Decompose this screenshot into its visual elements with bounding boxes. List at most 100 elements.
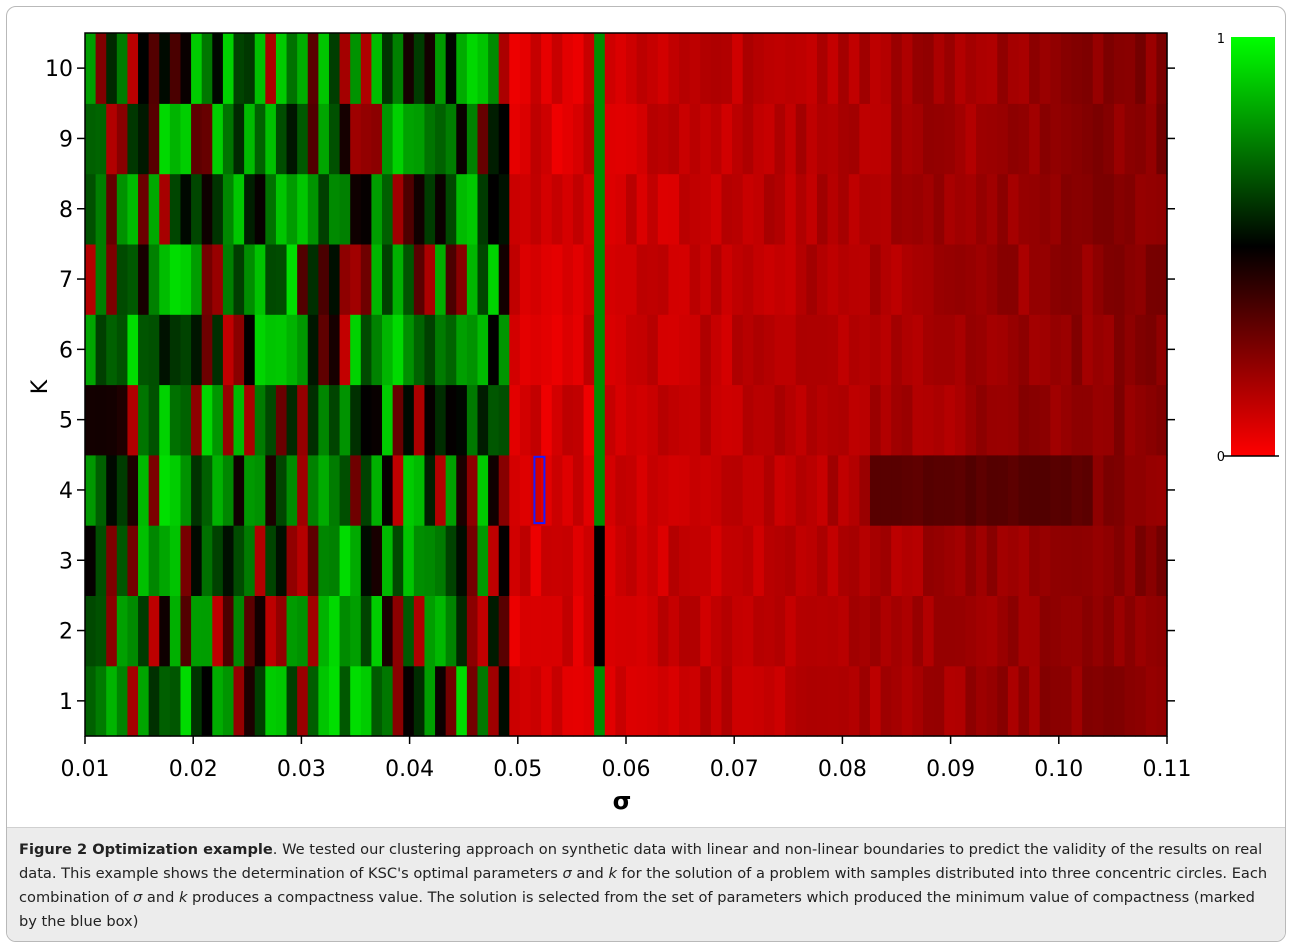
heatmap-cell [700, 454, 712, 526]
heatmap-cell [1018, 384, 1030, 456]
heatmap-cell [965, 33, 977, 104]
heatmap-cell [604, 595, 616, 667]
heatmap-cell [689, 103, 701, 175]
heatmap-cell [95, 665, 107, 737]
heatmap-cell [816, 454, 829, 526]
heatmap-cell [626, 314, 638, 386]
heatmap-cell [530, 103, 542, 175]
heatmap-cell [604, 103, 616, 175]
heatmap-cell [1092, 243, 1104, 315]
heatmap-cell [530, 665, 542, 737]
heatmap-cell [647, 33, 659, 104]
heatmap-cell [148, 243, 160, 315]
heatmap-cell [509, 103, 521, 175]
heatmap-cell [859, 525, 871, 596]
heatmap-cell [732, 665, 744, 737]
heatmap-cell [138, 243, 150, 315]
heatmap-cell [456, 33, 468, 104]
heatmap-cell [297, 384, 309, 456]
heatmap-cell [445, 525, 457, 596]
heatmap-cell [519, 173, 532, 245]
heatmap-cell [1124, 173, 1136, 245]
heatmap-cell [1135, 173, 1147, 245]
heatmap-cell [138, 314, 150, 386]
heatmap-cell [763, 314, 776, 386]
heatmap-cell [244, 384, 256, 456]
heatmap-cell [816, 173, 829, 245]
heatmap-cell [1007, 243, 1020, 315]
heatmap-cell [700, 103, 712, 175]
heatmap-cell [1029, 243, 1041, 315]
heatmap-cell [138, 384, 150, 456]
heatmap-cell [1156, 595, 1168, 667]
heatmap-cell [721, 384, 733, 456]
heatmap-cell [689, 314, 701, 386]
heatmap-cell [848, 103, 860, 175]
heatmap-cell [106, 103, 118, 175]
heatmap-cell [806, 595, 818, 667]
heatmap-cell [222, 173, 235, 245]
heatmap-cell [85, 243, 97, 315]
heatmap-cell [859, 103, 871, 175]
heatmap-cell [488, 525, 500, 596]
heatmap-cell [456, 454, 468, 526]
heatmap-cell [1007, 384, 1020, 456]
heatmap-cell [456, 103, 468, 175]
y-tick-label: 2 [59, 620, 73, 645]
heatmap-cell [604, 173, 616, 245]
heatmap-cell [997, 314, 1009, 386]
heatmap-cell [785, 314, 797, 386]
heatmap-cell [328, 33, 341, 104]
heatmap-cell [371, 103, 383, 175]
heatmap-cell [1007, 665, 1020, 737]
heatmap-cell [774, 33, 786, 104]
heatmap-cell [339, 173, 351, 245]
heatmap-cell [201, 454, 213, 526]
heatmap-cell [159, 33, 171, 104]
heatmap-cell [594, 173, 606, 245]
heatmap-cell [869, 173, 882, 245]
heatmap-cell [413, 243, 426, 315]
heatmap-cell [201, 595, 213, 667]
heatmap-cell [360, 33, 373, 104]
heatmap-cell [148, 665, 160, 737]
heatmap-cell [933, 33, 945, 104]
heatmap-cell [1050, 384, 1062, 456]
heatmap-cell [859, 454, 871, 526]
heatmap-cell [848, 173, 860, 245]
heatmap-cell [763, 103, 776, 175]
heatmap-cell [127, 103, 139, 175]
heatmap-cell [138, 454, 150, 526]
heatmap-cell [339, 384, 351, 456]
heatmap-cell [657, 173, 670, 245]
heatmap-cell [583, 314, 595, 386]
heatmap-cell [382, 33, 394, 104]
heatmap-cell [901, 33, 914, 104]
x-tick-label: 0.03 [277, 757, 326, 782]
heatmap-cell [912, 384, 924, 456]
heatmap-cell [116, 384, 129, 456]
heatmap-cell [721, 173, 733, 245]
x-tick-label: 0.08 [818, 757, 867, 782]
heatmap-cell [265, 384, 277, 456]
heatmap-cell [848, 384, 860, 456]
heatmap-cell [180, 103, 192, 175]
heatmap-cell [201, 173, 213, 245]
highlight-box [533, 455, 546, 525]
heatmap-cell [572, 454, 585, 526]
heatmap-cell [307, 33, 319, 104]
heatmap-cell [965, 103, 977, 175]
heatmap-cell [986, 595, 998, 667]
heatmap-cell [297, 243, 309, 315]
heatmap-cell [1029, 314, 1041, 386]
heatmap-cell [816, 314, 829, 386]
heatmap-cell [572, 243, 585, 315]
heatmap-cell [191, 454, 203, 526]
heatmap-cell [721, 33, 733, 104]
heatmap-cell [647, 243, 659, 315]
heatmap-cell [615, 384, 627, 456]
heatmap-cell [753, 595, 765, 667]
heatmap-cell [689, 665, 701, 737]
heatmap-cell [116, 314, 129, 386]
heatmap-cell [679, 384, 691, 456]
